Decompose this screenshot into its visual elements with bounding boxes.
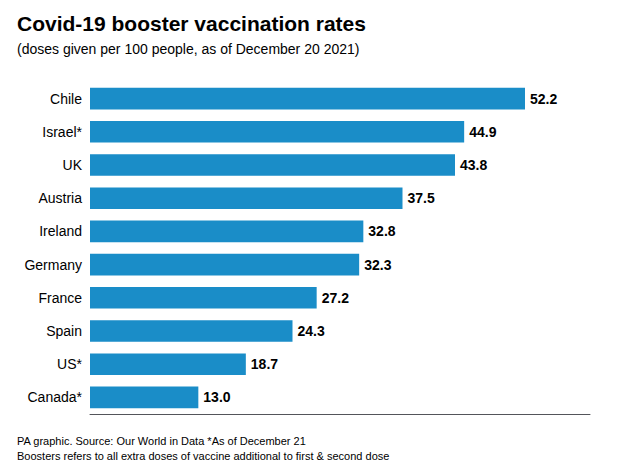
svg-text:France: France — [38, 290, 82, 306]
svg-text:UK: UK — [63, 157, 83, 173]
svg-text:27.2: 27.2 — [322, 290, 349, 306]
svg-text:Boosters refers to all extra d: Boosters refers to all extra doses of va… — [17, 450, 389, 462]
svg-text:Ireland: Ireland — [39, 223, 82, 239]
svg-text:52.2: 52.2 — [530, 91, 557, 107]
svg-text:43.8: 43.8 — [460, 157, 487, 173]
svg-text:Germany: Germany — [24, 257, 82, 273]
svg-text:Israel*: Israel* — [42, 124, 82, 140]
svg-text:PA graphic. Source: Our World: PA graphic. Source: Our World in Data *A… — [17, 435, 306, 447]
svg-text:37.5: 37.5 — [408, 190, 435, 206]
svg-text:24.3: 24.3 — [298, 323, 325, 339]
svg-text:Covid-19 booster vaccination r: Covid-19 booster vaccination rates — [17, 12, 366, 35]
svg-text:44.9: 44.9 — [469, 124, 496, 140]
svg-text:18.7: 18.7 — [251, 356, 278, 372]
svg-text:Chile: Chile — [50, 91, 82, 107]
svg-text:32.8: 32.8 — [368, 223, 395, 239]
svg-text:32.3: 32.3 — [364, 257, 391, 273]
svg-text:Spain: Spain — [46, 323, 82, 339]
svg-text:US*: US* — [57, 356, 82, 372]
svg-text:Austria: Austria — [38, 190, 82, 206]
svg-text:13.0: 13.0 — [203, 389, 230, 405]
svg-text:Canada*: Canada* — [28, 389, 83, 405]
svg-text:(doses given per 100 people, a: (doses given per 100 people, as of Decem… — [17, 41, 359, 57]
